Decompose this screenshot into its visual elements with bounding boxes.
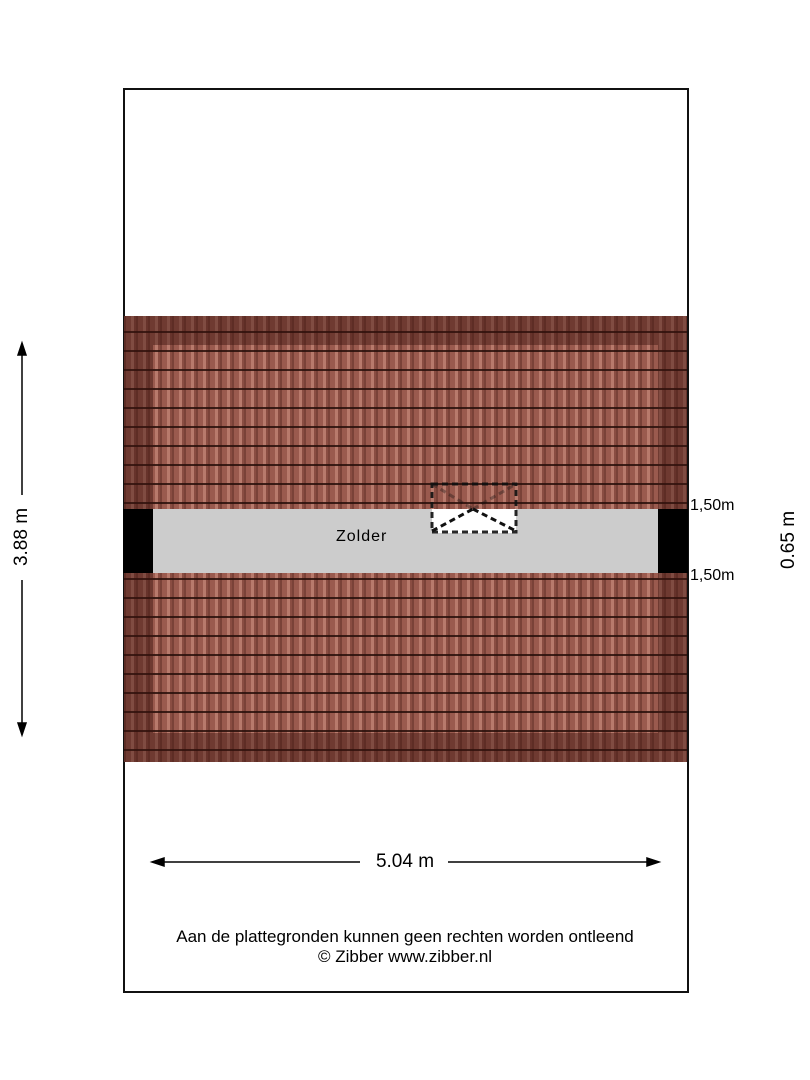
depth-label: 3.88 m (11, 507, 32, 567)
height-label-bottom: 1,50m (690, 567, 735, 584)
hatch-opening (432, 509, 516, 533)
disclaimer: Aan de plattegronden kunnen geen rechten… (123, 927, 687, 967)
width-arrow (149, 856, 662, 868)
room-zolder (124, 509, 687, 573)
wall-right (658, 509, 688, 573)
strip-width-label: 0.65 m (778, 510, 799, 570)
width-label: 5.04 m (375, 851, 435, 872)
room-label: Zolder (336, 528, 388, 545)
copyright-line: © Zibber www.zibber.nl (317, 947, 493, 966)
depth-arrow (16, 340, 28, 738)
disclaimer-line: Aan de plattegronden kunnen geen rechten… (176, 927, 634, 946)
attic-hatch-icon (430, 482, 518, 534)
height-label-top: 1,50m (690, 497, 735, 514)
wall-left (123, 509, 153, 573)
